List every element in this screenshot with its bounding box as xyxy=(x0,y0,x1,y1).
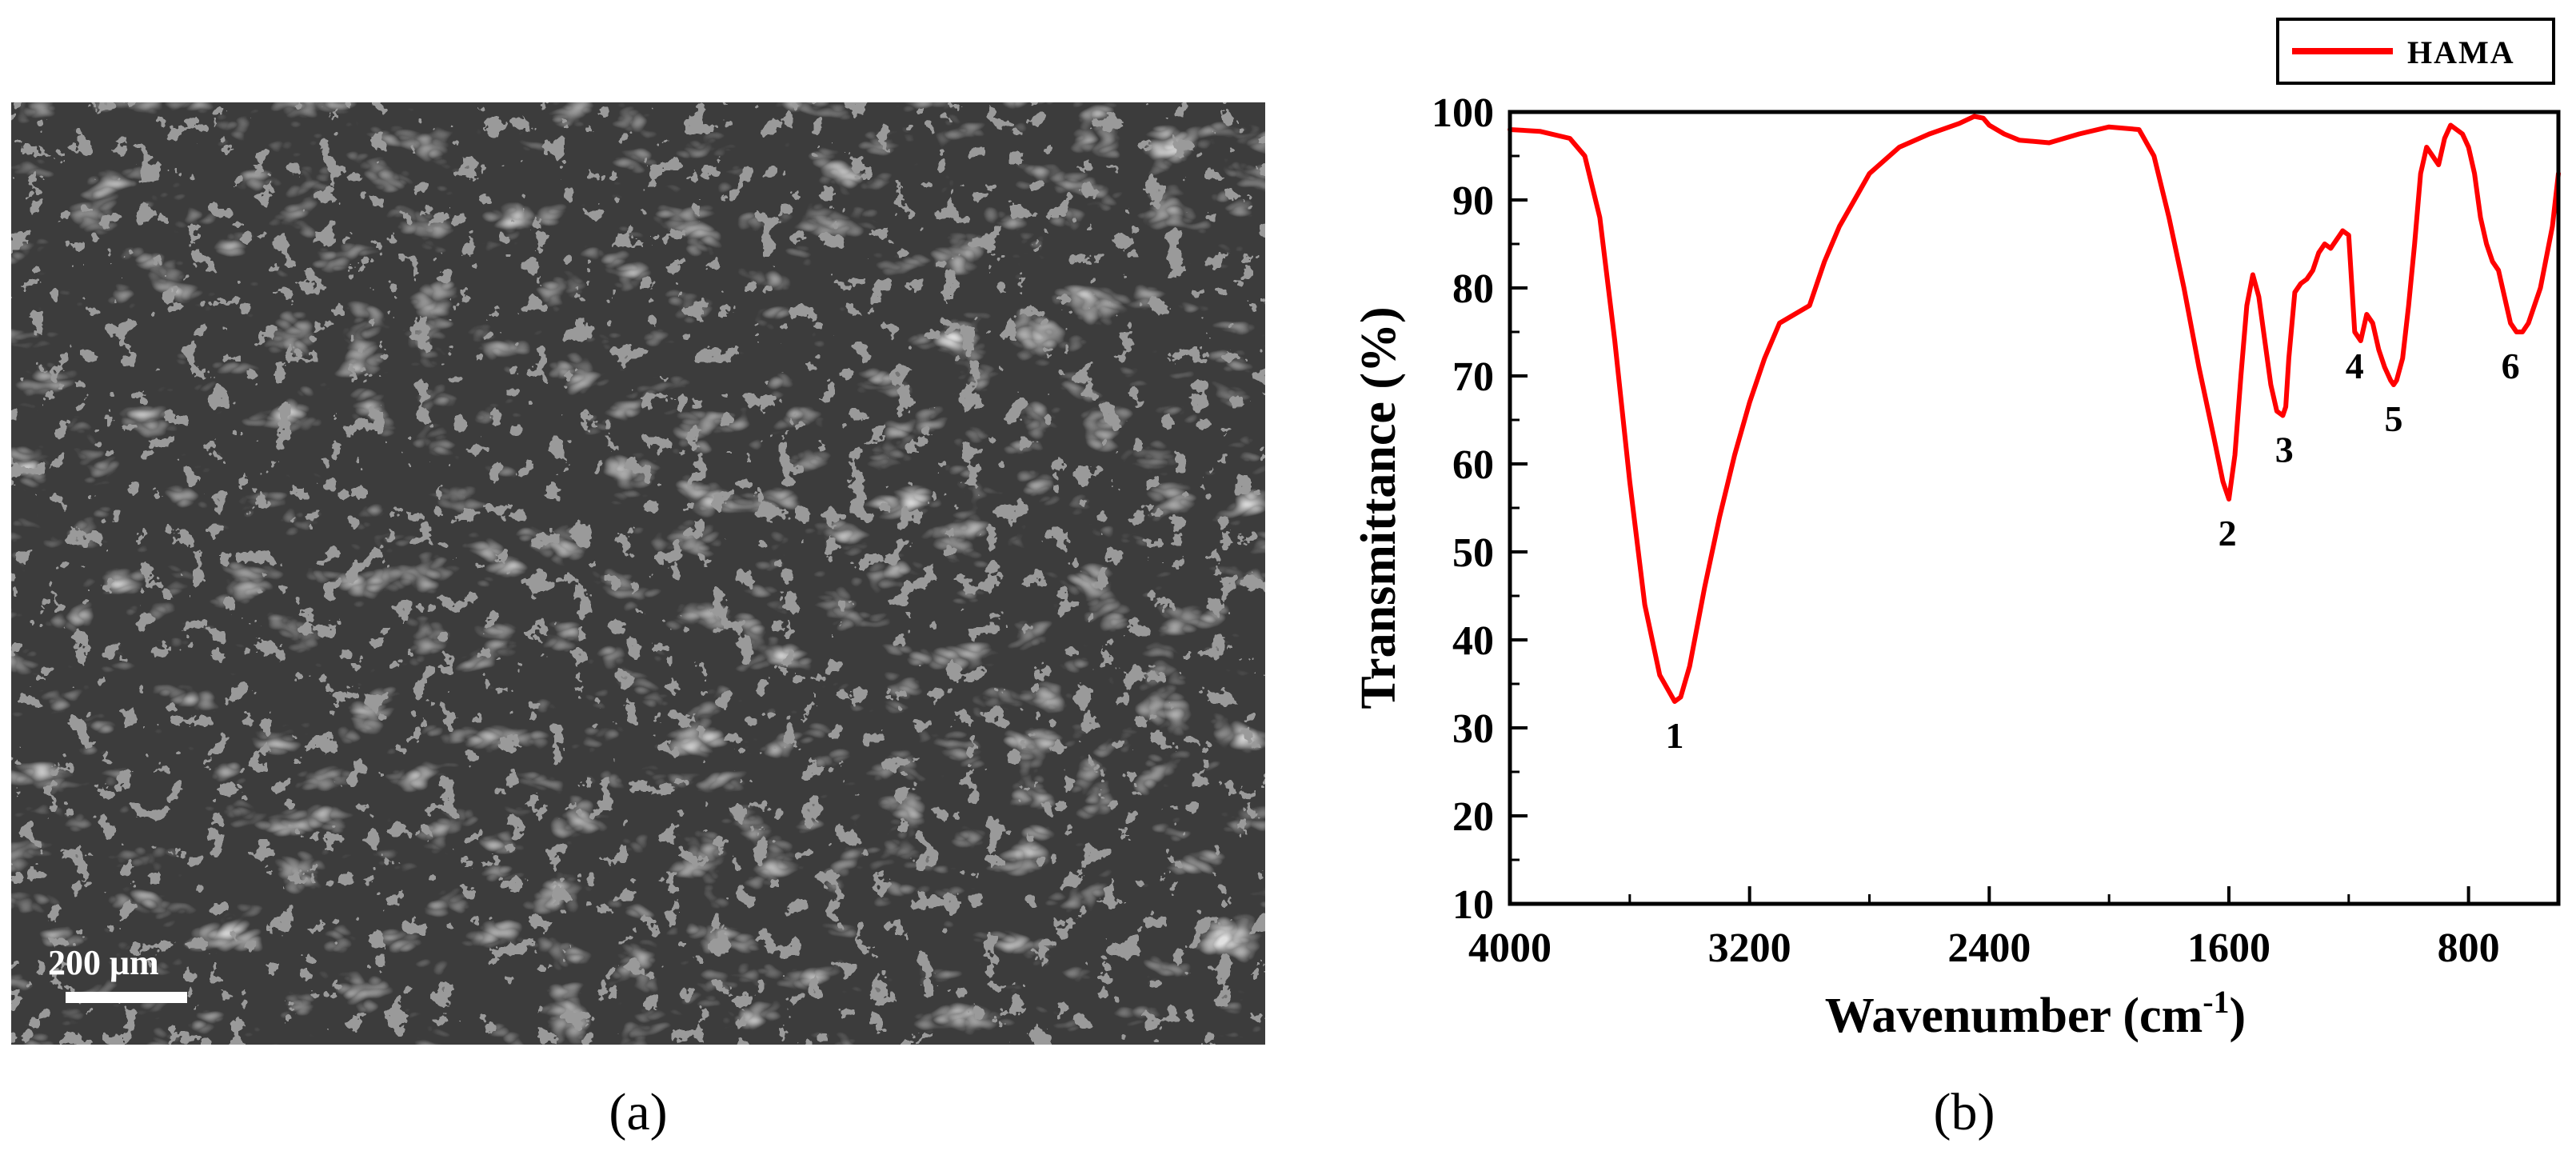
peak-label-5: 5 xyxy=(2384,398,2402,439)
scale-bar-label: 200 μm xyxy=(48,943,159,982)
y-tick-label: 80 xyxy=(1452,266,1494,312)
y-tick-label: 40 xyxy=(1452,618,1494,664)
x-axis-title-main: Wavenumber (cm xyxy=(1825,989,2203,1043)
peak-label-4: 4 xyxy=(2346,346,2364,386)
plot-frame xyxy=(1508,110,2561,906)
x-axis-title-close: ) xyxy=(2230,989,2247,1043)
y-tick-label: 90 xyxy=(1452,178,1494,224)
ftir-chart: 10 20 30 40 50 60 70 80 90 100 4000 3200 2400 1600 80… xyxy=(1352,18,2561,1043)
y-tick-label: 100 xyxy=(1432,90,1494,136)
x-axis-title: Wavenumber (cm-1) xyxy=(1825,984,2246,1043)
x-tick-label: 2400 xyxy=(1947,925,2031,971)
peak-annotations: 1 2 3 45 6 xyxy=(1666,346,2520,756)
y-axis-title: Transmittance (%) xyxy=(1352,306,1406,709)
y-tick-label: 10 xyxy=(1452,882,1494,928)
series-layer xyxy=(1508,114,2561,704)
y-axis: 10 20 30 40 50 60 70 80 90 100 xyxy=(1432,90,1528,928)
panel-label-b: (b) xyxy=(1934,1083,1995,1141)
sem-pore-texture xyxy=(11,102,1265,1045)
x-axis-title-sup: -1 xyxy=(2203,984,2229,1020)
series-line-hama xyxy=(1508,114,2561,704)
peak-label-2: 2 xyxy=(2219,513,2237,554)
x-tick-label: 800 xyxy=(2438,925,2500,971)
sem-micrograph: 200 μm xyxy=(11,102,1265,1045)
x-axis: 4000 3200 2400 1600 800 xyxy=(1468,886,2500,971)
x-tick-label: 1600 xyxy=(2187,925,2270,971)
peak-label-1: 1 xyxy=(1666,715,1684,756)
y-tick-label: 50 xyxy=(1452,530,1494,576)
panel-label-a: (a) xyxy=(609,1083,667,1141)
y-tick-label: 20 xyxy=(1452,794,1494,840)
x-tick-label: 3200 xyxy=(1708,925,1791,971)
peak-label-3: 3 xyxy=(2275,430,2294,470)
x-tick-label: 4000 xyxy=(1468,925,1552,971)
y-tick-label: 70 xyxy=(1452,354,1494,400)
y-tick-label: 30 xyxy=(1452,706,1494,752)
scale-bar xyxy=(66,992,187,1003)
legend-entry-hama: HAMA xyxy=(2407,34,2515,70)
peak-label-6: 6 xyxy=(2502,346,2520,386)
legend: HAMA xyxy=(2276,18,2555,85)
y-tick-label: 60 xyxy=(1452,442,1494,488)
